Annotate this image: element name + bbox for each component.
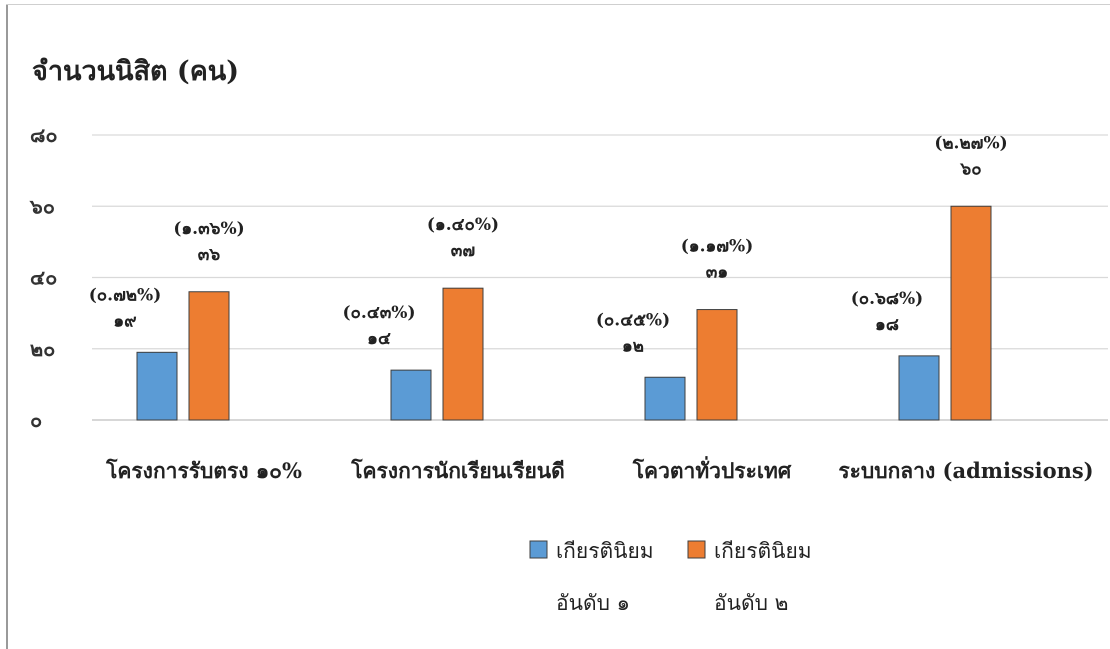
- category-label: โครงการนักเรียนเรียนดี: [350, 458, 565, 483]
- bar: [442, 287, 484, 421]
- legend-label: เกียรตินิยม: [556, 539, 654, 563]
- value-label: ๑๙: [113, 311, 136, 331]
- bars: [136, 205, 992, 421]
- frame-border-left: [6, 4, 8, 649]
- legend-swatch: [687, 540, 706, 559]
- y-axis-title: จำนวนนิสิต (คน): [32, 56, 239, 87]
- gridlines: [92, 134, 1108, 421]
- category-label: โครงการรับตรง ๑๐%: [105, 458, 302, 483]
- y-tick-label: ๖๐: [29, 194, 55, 218]
- legend-label: อันดับ ๑: [556, 591, 630, 615]
- frame-border-top: [6, 4, 1110, 5]
- category-label: ระบบกลาง (admissions): [838, 458, 1093, 483]
- category-labels: โครงการรับตรง ๑๐% โครงการนักเรียนเรียนดี โ…: [105, 455, 1094, 483]
- bar: [898, 355, 940, 421]
- value-label: ๓๗: [451, 241, 476, 261]
- y-tick-label: ๐: [30, 408, 42, 432]
- percent-label: (๑.๑๗%): [681, 237, 754, 257]
- bar: [950, 205, 992, 421]
- value-label: ๑๔: [367, 329, 391, 349]
- percent-label: (๑.๓๖%): [173, 219, 244, 239]
- value-label: ๖๐: [959, 159, 981, 179]
- legend-swatch: [529, 540, 548, 559]
- y-tick-label: ๘๐: [30, 123, 58, 147]
- value-label: ๑๘: [875, 315, 899, 335]
- legend-label: เกียรตินิยม: [714, 539, 812, 563]
- legend: เกียรตินิยมอันดับ ๑ เกียรตินิยมอันดับ ๒: [529, 539, 812, 615]
- data-labels: (๐.๗๒%) ๑๙ (๑.๓๖%) ๓๖ (๐.๔๓%) ๑๔ (๑.๔๐%) ๓๗ (๐.๔…: [89, 133, 1008, 356]
- bar: [136, 351, 178, 421]
- bar: [696, 309, 738, 421]
- y-tick-label: ๒๐: [30, 337, 55, 361]
- bar: [644, 376, 686, 421]
- percent-label: (๐.๖๘%): [851, 289, 923, 309]
- percent-label: (๒.๒๗%): [934, 133, 1007, 153]
- category-label: โควตาทั่วประเทศ: [632, 455, 792, 483]
- percent-label: (๐.๔๓%): [342, 303, 415, 323]
- y-tick-label: ๔๐: [30, 266, 57, 290]
- value-label: ๑๒: [622, 336, 644, 356]
- bar: [390, 369, 432, 421]
- legend-label: อันดับ ๒: [714, 591, 788, 615]
- percent-label: (๑.๔๐%): [427, 215, 499, 235]
- y-tick-labels: ๐ ๒๐ ๔๐ ๖๐ ๘๐: [29, 123, 58, 432]
- value-label: ๓๖: [198, 245, 221, 265]
- bar: [188, 291, 230, 421]
- percent-label: (๐.๗๒%): [89, 285, 162, 305]
- value-label: ๓๑: [706, 263, 728, 283]
- percent-label: (๐.๔๕%): [596, 310, 670, 330]
